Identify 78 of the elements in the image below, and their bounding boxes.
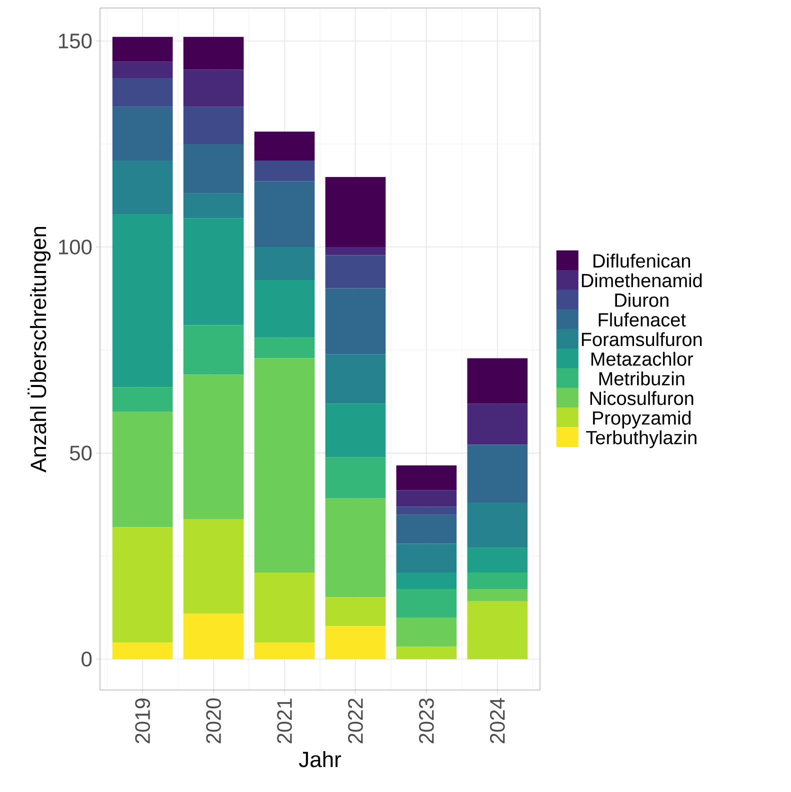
bar [396, 490, 457, 507]
bar [396, 514, 457, 544]
bar [396, 572, 457, 590]
x-tick-label: 2022 [348, 698, 363, 744]
bar [254, 338, 315, 358]
x-tick-label: 2021 [277, 698, 292, 744]
legend-label: Nicosulfuron [590, 391, 694, 406]
bar [254, 572, 315, 643]
bar [254, 181, 315, 248]
bar [325, 498, 386, 598]
bar [325, 404, 386, 458]
bar [183, 106, 244, 144]
bar [467, 548, 528, 573]
x-tick-label: 2020 [206, 698, 221, 744]
bar [467, 358, 528, 404]
y-tick-label: 100 [59, 240, 92, 254]
bar [112, 160, 173, 214]
bar [183, 193, 244, 218]
x-tick-label: 2019 [135, 698, 150, 744]
legend-label: Metribuzin [599, 371, 684, 386]
bar [467, 601, 528, 660]
bar [467, 572, 528, 590]
bar [396, 589, 457, 618]
bar [396, 646, 457, 660]
bar [467, 502, 528, 548]
bar [325, 626, 386, 660]
bar [325, 288, 386, 354]
bar [325, 597, 386, 626]
bar [112, 412, 173, 528]
legend-label: Diuron [615, 292, 668, 307]
bar [467, 444, 528, 502]
y-tick-label: 0 [82, 652, 92, 667]
x-tick-label: 2023 [419, 698, 434, 744]
bar [112, 642, 173, 660]
bar [325, 255, 386, 288]
bar [254, 358, 315, 573]
bar [183, 36, 244, 70]
legend-label: Foramsulfuron [582, 332, 702, 346]
bar [325, 354, 386, 404]
legend-label: Terbuthylazin [586, 430, 696, 448]
bar [112, 62, 173, 78]
bar [183, 325, 244, 375]
bar [183, 218, 244, 326]
bar [112, 36, 173, 62]
bar [254, 642, 315, 660]
bar [396, 618, 457, 647]
bar [112, 214, 173, 388]
bar [396, 465, 457, 490]
bar [112, 387, 173, 412]
bar [254, 132, 315, 160]
bar [183, 144, 244, 194]
bar [396, 506, 457, 515]
bar [254, 280, 315, 338]
legend-label: Dimethenamid [582, 273, 702, 288]
legend-label: Metazachlor [591, 352, 694, 366]
legend-label: Propyzamid [593, 410, 691, 428]
y-axis-title: Anzahl Überschreitungen [28, 226, 51, 472]
bar [183, 70, 244, 107]
y-tick-label: 50 [70, 446, 92, 460]
bar [325, 247, 386, 256]
y-tick-label: 150 [59, 34, 92, 48]
bar [112, 78, 173, 107]
bar [254, 160, 315, 182]
bar [112, 527, 173, 643]
bar [467, 404, 528, 445]
bar [325, 176, 386, 248]
x-axis-title: Jahr [298, 751, 342, 768]
bar [183, 374, 244, 519]
bar [325, 457, 386, 498]
bar [396, 544, 457, 573]
bar [254, 247, 315, 280]
x-tick-label: 2024 [490, 698, 505, 744]
legend-label: Diflufenican [594, 254, 690, 268]
legend-label: Flufenacet [598, 312, 686, 327]
bar [183, 614, 244, 660]
bar [112, 106, 173, 160]
bar [467, 589, 528, 602]
bar [183, 518, 244, 614]
